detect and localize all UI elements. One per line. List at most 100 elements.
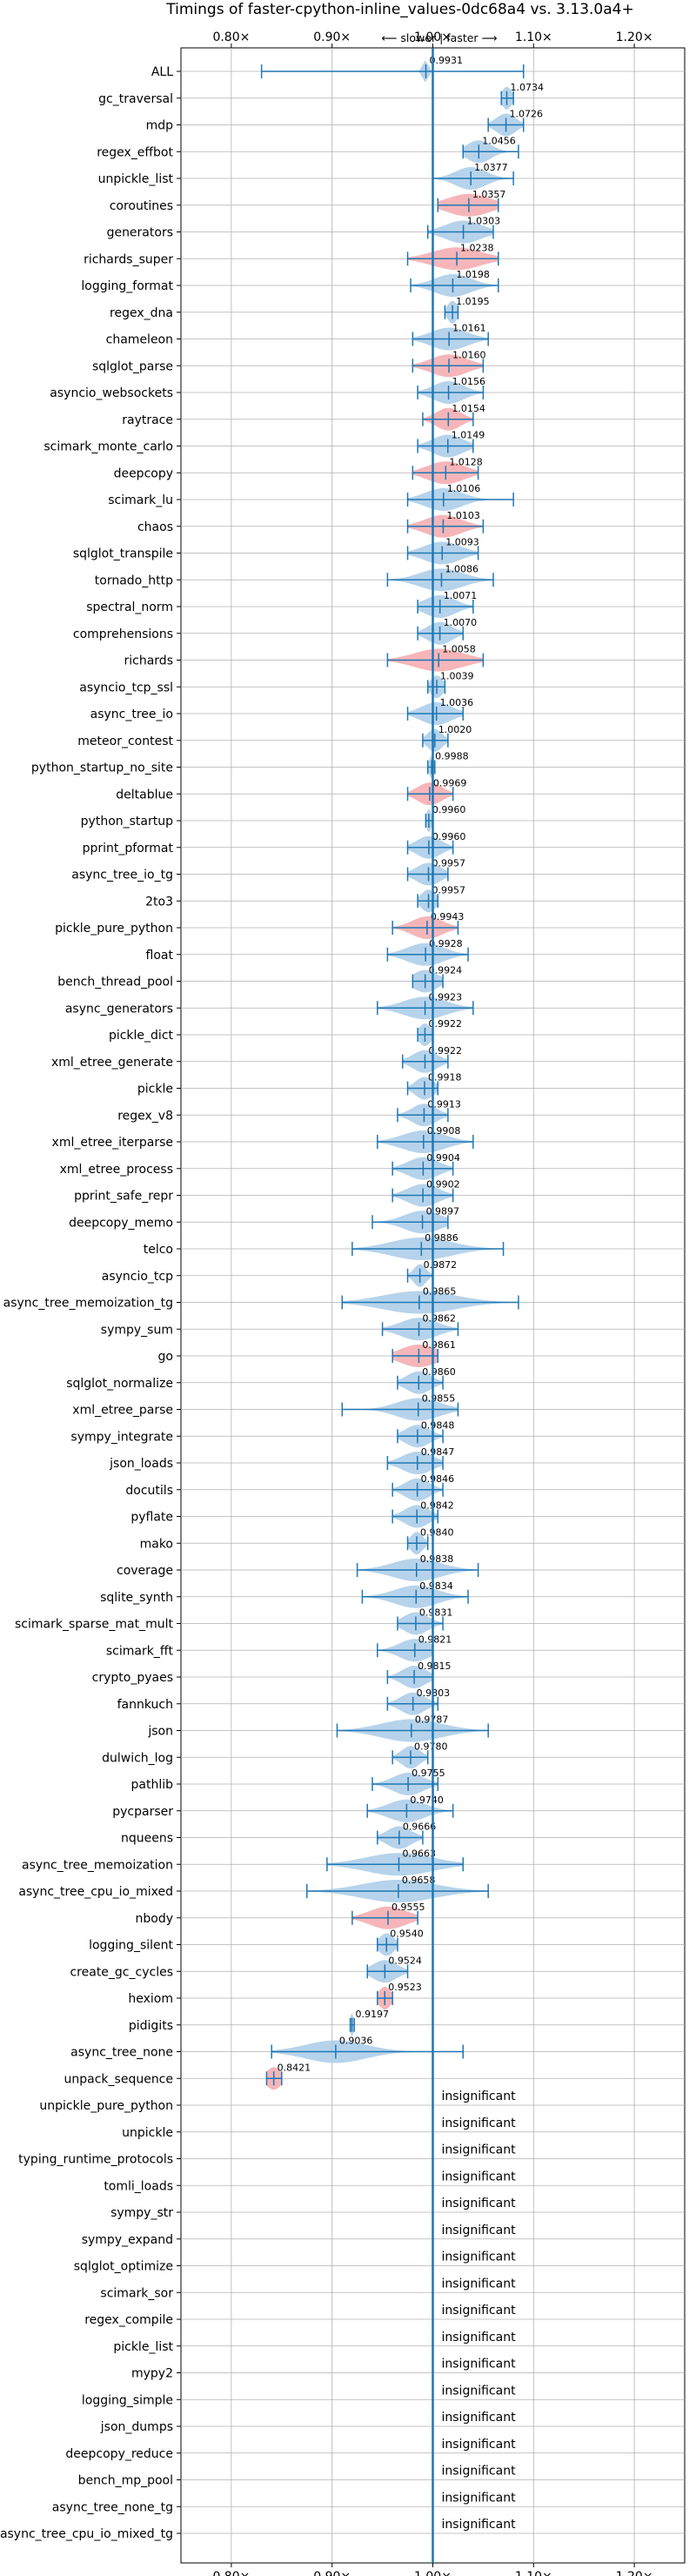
value-label: 0.9846	[421, 1473, 455, 1485]
value-label: 1.0726	[510, 109, 544, 120]
benchmark-label: unpickle_list	[98, 172, 174, 186]
benchmark-label: pickle_pure_python	[55, 922, 173, 936]
value-label: 0.9902	[426, 1179, 460, 1191]
value-label: 1.0238	[460, 242, 494, 253]
value-label: 0.9666	[403, 1821, 437, 1833]
x-tick-label-bottom: 1.10×	[515, 2570, 552, 2576]
insignificant-label: insignificant	[442, 2251, 517, 2264]
value-label: 0.9831	[419, 1607, 453, 1619]
value-label: 0.9918	[428, 1072, 462, 1083]
benchmark-label: pickle	[137, 1083, 173, 1097]
value-label: 0.9908	[427, 1125, 461, 1137]
benchmark-label: scimark_sor	[100, 2286, 173, 2300]
x-tick-label-bottom: 0.80×	[212, 2570, 250, 2576]
benchmark-label: raytrace	[122, 413, 173, 427]
benchmark-label: comprehensions	[73, 627, 173, 641]
value-label: 0.9847	[421, 1446, 455, 1458]
insignificant-label: insignificant	[442, 2116, 517, 2130]
value-label: 0.9840	[420, 1526, 454, 1538]
value-label: 1.0103	[446, 510, 480, 521]
value-label: 1.0093	[445, 537, 479, 548]
benchmark-label: spectral_norm	[86, 600, 173, 614]
value-label: 0.9658	[402, 1875, 436, 1886]
value-label: 0.9988	[435, 751, 469, 762]
value-label: 1.0020	[438, 724, 472, 735]
benchmark-label: async_tree_memoization_tg	[3, 1297, 173, 1311]
plot-area: 0.80× 0.80× 0.90× 0.90× 1.00× 1.00× 1.10× 1.10×…	[0, 30, 686, 2576]
benchmark-label: tornado_http	[95, 574, 173, 587]
benchmark-label: json_loads	[109, 1457, 173, 1471]
value-label: 1.0156	[452, 376, 486, 387]
x-tick-label-top: 1.20×	[616, 30, 653, 44]
benchmark-label: mako	[140, 1537, 173, 1551]
value-label: 1.0086	[445, 563, 478, 574]
value-label: 1.0161	[452, 323, 486, 334]
insignificant-label: insignificant	[442, 2384, 517, 2398]
insignificant-label: insignificant	[442, 2304, 517, 2318]
value-label: 0.9960	[432, 831, 466, 842]
benchmark-label: json	[147, 1725, 173, 1739]
chart-subtitle: ⟵ slower | faster ⟶	[382, 31, 498, 44]
value-label: 1.0149	[452, 430, 485, 441]
benchmark-label: scimark_sparse_mat_mult	[15, 1618, 173, 1632]
benchmark-label: bench_thread_pool	[57, 976, 173, 989]
value-label: 0.9821	[418, 1633, 452, 1645]
benchmark-label: sqlite_synth	[100, 1591, 173, 1605]
value-label: 1.0303	[467, 216, 501, 227]
benchmark-label: python_startup	[81, 815, 173, 828]
value-label: 0.9969	[433, 777, 466, 788]
benchmark-label: sqlglot_optimize	[74, 2260, 173, 2274]
benchmark-label: xml_etree_generate	[51, 1056, 173, 1070]
benchmark-label: nbody	[136, 1912, 174, 1926]
benchmark-label: 2to3	[145, 895, 173, 909]
benchmark-label: sympy_sum	[101, 1323, 173, 1337]
benchmark-label: richards	[124, 654, 174, 668]
benchmark-label: python_startup_no_site	[31, 761, 173, 775]
benchmark-label: unpickle_pure_python	[39, 2099, 173, 2113]
value-label: 0.9928	[429, 938, 463, 949]
benchmark-label: regex_v8	[117, 1109, 173, 1123]
value-label: 1.0734	[510, 82, 544, 93]
benchmark-label: coverage	[117, 1564, 173, 1578]
value-label: 0.9197	[356, 2009, 390, 2020]
insignificant-label: insignificant	[442, 2331, 517, 2345]
insignificant-label: insignificant	[442, 2197, 517, 2210]
benchmark-label: deltablue	[116, 788, 173, 802]
value-label: 0.9943	[431, 911, 465, 922]
benchmark-label: scimark_fft	[106, 1644, 174, 1658]
value-label: 0.9838	[420, 1553, 453, 1565]
benchmark-label: scimark_lu	[108, 493, 173, 507]
value-label: 0.9036	[339, 2036, 373, 2047]
value-label: 1.0160	[452, 349, 486, 360]
benchmark-label: logging_silent	[89, 1939, 173, 1953]
insignificant-label: insignificant	[442, 2170, 517, 2184]
value-label: 0.9957	[432, 858, 466, 869]
benchmark-label: json_dumps	[100, 2420, 173, 2434]
benchmark-label: typing_runtime_protocols	[18, 2153, 173, 2167]
value-label: 1.0456	[482, 135, 516, 146]
value-label: 0.9663	[402, 1848, 436, 1859]
benchmark-label: deepcopy_reduce	[65, 2447, 173, 2461]
value-label: 1.0058	[442, 644, 476, 655]
value-label: 0.9923	[429, 991, 462, 1003]
value-label: 0.9922	[428, 1018, 462, 1030]
value-label: 0.9865	[423, 1286, 457, 1298]
benchmark-label: async_tree_none	[70, 2046, 173, 2060]
value-label: 0.9842	[420, 1500, 454, 1512]
value-label: 0.9848	[421, 1419, 455, 1431]
value-label: 0.9555	[392, 1902, 425, 1913]
benchmark-label: bench_mp_pool	[78, 2474, 173, 2488]
benchmark-label: xml_etree_iterparse	[52, 1136, 173, 1150]
benchmark-label: async_generators	[65, 1002, 173, 1016]
benchmark-label: regex_dna	[110, 306, 173, 320]
insignificant-label: insignificant	[442, 2411, 517, 2425]
benchmark-label: docutils	[125, 1484, 173, 1498]
value-label: 0.9862	[423, 1312, 457, 1324]
value-label: 0.9540	[390, 1929, 424, 1940]
insignificant-label: insignificant	[442, 2358, 517, 2371]
benchmark-label: xml_etree_process	[60, 1163, 173, 1177]
insignificant-label: insignificant	[442, 2143, 517, 2157]
benchmark-label: mypy2	[131, 2367, 173, 2381]
x-tick-label-bottom: 1.20×	[616, 2570, 653, 2576]
benchmark-label: sqlglot_normalize	[66, 1377, 173, 1391]
